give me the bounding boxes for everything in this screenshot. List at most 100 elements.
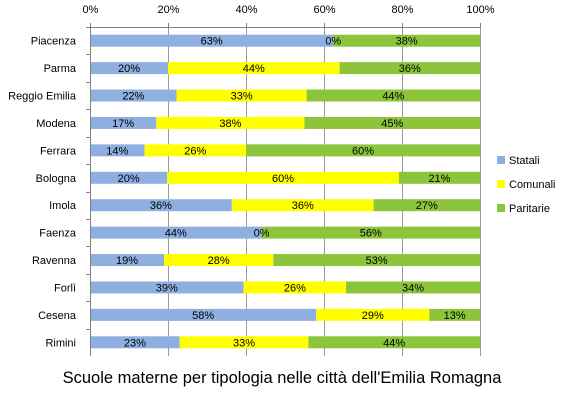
bar-segment-paritarie bbox=[273, 254, 480, 267]
data-label: 22% bbox=[122, 91, 144, 103]
data-label: 28% bbox=[208, 255, 230, 267]
category-label: Parma bbox=[44, 63, 77, 75]
data-label: 38% bbox=[219, 118, 241, 130]
category-label: Bologna bbox=[36, 173, 77, 185]
axes: 0% 20% 40% 60% 80% 100% Piacenza Parma Reggio Em… bbox=[8, 4, 495, 356]
data-label: 14% bbox=[106, 145, 128, 157]
bar-segment-statali bbox=[90, 199, 232, 212]
data-label: 38% bbox=[396, 36, 418, 48]
bar-segment-paritarie bbox=[429, 308, 480, 321]
bar-segment-statali bbox=[90, 308, 317, 321]
x-tick-label: 40% bbox=[235, 4, 257, 16]
data-label: 20% bbox=[118, 173, 140, 185]
data-label: 36% bbox=[399, 63, 421, 75]
data-label: 44% bbox=[243, 63, 265, 75]
bar-segment-statali bbox=[90, 281, 244, 294]
data-label: 19% bbox=[116, 255, 138, 267]
category-label: Modena bbox=[36, 118, 77, 130]
category-label: Forlì bbox=[54, 282, 76, 294]
legend-label: Statali bbox=[509, 155, 540, 167]
bar-segment-statali bbox=[90, 116, 157, 129]
bar-segment-comunali bbox=[164, 254, 274, 267]
bar-segment-statali bbox=[90, 336, 180, 349]
bar-segment-statali bbox=[90, 254, 165, 267]
data-labels: 63% 0% 38% 20% 44% 36% 22% 33% 44% 17% 38% 45% 14% 26… bbox=[106, 36, 466, 350]
data-label: 44% bbox=[165, 228, 187, 240]
data-label: 20% bbox=[118, 63, 140, 75]
bar-segment-paritarie bbox=[246, 144, 480, 157]
data-label: 63% bbox=[201, 36, 223, 48]
bar-segment-statali bbox=[90, 171, 168, 184]
bar-segment-statali bbox=[90, 89, 177, 102]
data-label: 33% bbox=[231, 91, 253, 103]
category-label: Imola bbox=[49, 200, 77, 212]
bar-segment-comunali bbox=[243, 281, 347, 294]
bar-segment-paritarie bbox=[308, 336, 480, 349]
data-label: 60% bbox=[272, 173, 294, 185]
data-label: 26% bbox=[284, 282, 306, 294]
category-label: Ravenna bbox=[32, 255, 77, 267]
category-label: Piacenza bbox=[31, 36, 77, 48]
data-label: 36% bbox=[150, 200, 172, 212]
category-label: Cesena bbox=[38, 310, 77, 322]
data-label: 26% bbox=[184, 145, 206, 157]
bar-segment-statali bbox=[90, 34, 334, 47]
data-label: 0% bbox=[254, 228, 270, 240]
data-label: 44% bbox=[382, 91, 404, 103]
x-tick-label: 0% bbox=[83, 4, 99, 16]
bar-segment-paritarie bbox=[306, 89, 480, 102]
data-label: 29% bbox=[362, 310, 384, 322]
bar-segment-statali bbox=[90, 226, 262, 239]
bar-segment-paritarie bbox=[333, 34, 480, 47]
bar-segment-comunali bbox=[176, 89, 307, 102]
chart-title: Scuole materne per tipologia nelle città… bbox=[62, 369, 502, 387]
bar-segment-comunali bbox=[168, 62, 340, 75]
bar-segment-paritarie bbox=[339, 62, 480, 75]
category-label: Reggio Emilia bbox=[8, 91, 77, 103]
bar-segment-paritarie bbox=[373, 199, 480, 212]
data-label: 13% bbox=[444, 310, 466, 322]
bar-segment-paritarie bbox=[261, 226, 480, 239]
legend-swatch bbox=[497, 156, 505, 164]
bar-segment-paritarie bbox=[398, 171, 480, 184]
data-label: 33% bbox=[233, 337, 255, 349]
bar-segment-statali bbox=[90, 62, 168, 75]
legend-label: Paritarie bbox=[509, 203, 550, 215]
data-label: 45% bbox=[381, 118, 403, 130]
bar-segment-comunali bbox=[179, 336, 309, 349]
category-label: Ferrara bbox=[40, 145, 77, 157]
bar-segment-comunali bbox=[231, 199, 374, 212]
gridlines bbox=[168, 27, 481, 356]
x-tick-label: 100% bbox=[466, 4, 494, 16]
category-label: Faenza bbox=[39, 228, 77, 240]
bar-segment-comunali bbox=[156, 116, 305, 129]
legend-swatch bbox=[497, 180, 505, 188]
data-label: 58% bbox=[192, 310, 214, 322]
data-label: 0% bbox=[325, 36, 341, 48]
data-label: 17% bbox=[112, 118, 134, 130]
x-tick-label: 80% bbox=[391, 4, 413, 16]
bar-segment-statali bbox=[90, 144, 145, 157]
bar-segment-comunali bbox=[316, 308, 430, 321]
x-tick-label: 20% bbox=[157, 4, 179, 16]
x-tick-label: 60% bbox=[313, 4, 335, 16]
category-label: Rimini bbox=[45, 337, 76, 349]
data-label: 34% bbox=[402, 282, 424, 294]
bars bbox=[90, 34, 480, 349]
data-label: 21% bbox=[428, 173, 450, 185]
bar-segment-comunali bbox=[167, 171, 399, 184]
bar-segment-paritarie bbox=[346, 281, 480, 294]
bar-segment-comunali bbox=[144, 144, 246, 157]
data-label: 27% bbox=[416, 200, 438, 212]
data-label: 36% bbox=[292, 200, 314, 212]
data-label: 60% bbox=[352, 145, 374, 157]
bar-segment-paritarie bbox=[304, 116, 480, 129]
data-label: 44% bbox=[383, 337, 405, 349]
legend-swatch bbox=[497, 204, 505, 212]
data-label: 23% bbox=[124, 337, 146, 349]
data-label: 39% bbox=[156, 282, 178, 294]
data-label: 53% bbox=[366, 255, 388, 267]
legend-label: Comunali bbox=[509, 179, 555, 191]
